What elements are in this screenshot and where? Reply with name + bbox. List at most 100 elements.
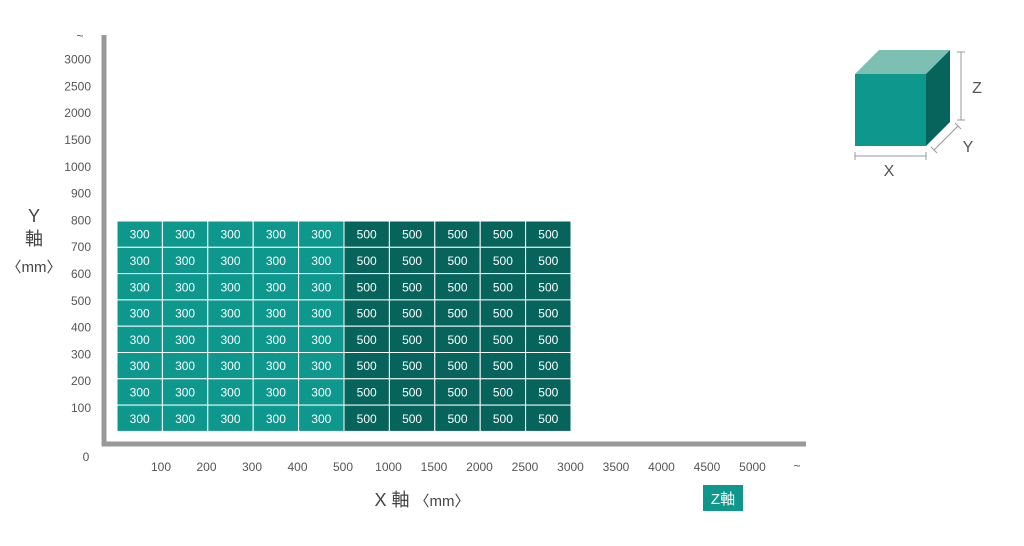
heatmap-cell-label: 500 — [447, 412, 467, 426]
heatmap-cell-label: 500 — [493, 385, 513, 399]
cube-top-face — [855, 50, 950, 74]
heatmap-cell — [388, 246, 436, 275]
heatmap-cell — [479, 352, 527, 380]
heatmap-cell — [434, 404, 481, 432]
heatmap-cell-label: 500 — [402, 280, 422, 294]
x-tick-label: 1000 — [375, 460, 402, 474]
heatmap-cell-label: 500 — [447, 333, 467, 347]
heatmap-cell-label: 500 — [493, 254, 513, 268]
heatmap-cell-label: 500 — [402, 333, 422, 347]
y-tick-label: 100 — [71, 401, 91, 415]
heatmap-cell-label: 300 — [130, 280, 150, 294]
cube-y-dimension-line — [933, 125, 959, 151]
heatmap-cell — [434, 378, 481, 406]
heatmap-cell — [525, 273, 572, 301]
z-axis-badge — [703, 485, 743, 511]
heatmap-cell — [525, 299, 572, 327]
x-tick-label: 300 — [242, 460, 262, 474]
heatmap-cell-label: 500 — [538, 280, 558, 294]
heatmap-cell — [298, 404, 345, 432]
x-tick-label: 100 — [151, 460, 171, 474]
x-tick-label: 4500 — [694, 460, 721, 474]
heatmap-cell-label: 300 — [175, 228, 195, 242]
heatmap-cell — [252, 220, 300, 248]
heatmap-cell — [525, 325, 572, 354]
heatmap-cell — [116, 325, 163, 354]
heatmap-cell — [388, 404, 436, 432]
heatmap-cell — [298, 299, 345, 327]
heatmap-cell-label: 300 — [311, 412, 331, 426]
heatmap-cell-label: 300 — [175, 385, 195, 399]
heatmap-cell — [525, 404, 572, 432]
y-tick-labels: 100 200 300 400 500 600 700 800 900 1000 1500 2000 2… — [64, 29, 91, 415]
heatmap-cell-label: 500 — [447, 359, 467, 373]
x-tick-label: 400 — [287, 460, 307, 474]
heatmap-cell-label: 300 — [130, 333, 150, 347]
heatmap-cell-label: 300 — [175, 333, 195, 347]
heatmap-cell-label: 300 — [220, 254, 240, 268]
heatmap-cell-label: 500 — [402, 254, 422, 268]
y-tick-label: 700 — [71, 240, 91, 254]
heatmap-cell-label: 500 — [538, 359, 558, 373]
heatmap-cell — [298, 352, 345, 380]
heatmap-cell-label: 500 — [493, 280, 513, 294]
heatmap-cell-label: 500 — [402, 228, 422, 242]
heatmap-cell — [343, 325, 390, 354]
heatmap-cell-label: 300 — [266, 385, 286, 399]
heatmap-cell-label: 500 — [357, 385, 377, 399]
heatmap-cell — [116, 273, 163, 301]
heatmap-cell-label: 500 — [538, 254, 558, 268]
heatmap-cell — [161, 273, 209, 301]
y-tick-label: 1000 — [64, 160, 91, 174]
heatmap-cell — [207, 299, 254, 327]
cube-y-label: Y — [963, 139, 974, 156]
heatmap-cell — [388, 352, 436, 380]
cube-side-face — [926, 50, 950, 146]
y-tick-label: 900 — [71, 187, 91, 201]
y-tick-label: 2000 — [64, 106, 91, 120]
heatmap-cell — [525, 378, 572, 406]
cube-y-tick-a — [930, 146, 938, 154]
heatmap-cell-label: 500 — [402, 412, 422, 426]
x-axis-unit: 〈mm〉 — [415, 493, 470, 510]
x-tick-label: 4000 — [648, 460, 675, 474]
heatmap-cell-label: 300 — [266, 307, 286, 321]
heatmap-cell-label: 500 — [538, 412, 558, 426]
heatmap-cell-label: 300 — [175, 254, 195, 268]
y-axis-title: Y — [28, 206, 40, 226]
heatmap-cell-label: 300 — [130, 359, 150, 373]
y-tick-label: 500 — [71, 294, 91, 308]
cube-front-face — [855, 74, 926, 146]
heatmap-cell — [298, 246, 345, 275]
heatmap-cell-label: 300 — [220, 333, 240, 347]
heatmap-cell-label: 300 — [175, 359, 195, 373]
heatmap-cell-label: 300 — [220, 280, 240, 294]
origin-label: 0 — [83, 450, 90, 464]
heatmap-cell-label: 500 — [493, 359, 513, 373]
y-tick-label: 800 — [71, 213, 91, 227]
heatmap-cell-label: 300 — [266, 228, 286, 242]
heatmap-cell-label: 500 — [357, 228, 377, 242]
heatmap-cell — [434, 299, 481, 327]
heatmap-cell — [343, 273, 390, 301]
heatmap-cell-label: 300 — [266, 254, 286, 268]
y-tick-label: ~ — [76, 29, 83, 43]
heatmap-cell-label: 300 — [266, 333, 286, 347]
x-tick-label: 2000 — [466, 460, 493, 474]
heatmap-cell — [343, 299, 390, 327]
heatmap-cell-label: 500 — [447, 307, 467, 321]
heatmap-cell-label: 500 — [402, 385, 422, 399]
cube-x-label: X — [884, 163, 895, 180]
heatmap-cell — [479, 378, 527, 406]
heatmap-cell-label: 300 — [220, 359, 240, 373]
heatmap-cell-label: 300 — [175, 280, 195, 294]
x-tick-label: 3000 — [557, 460, 584, 474]
x-axis-title: X 軸 — [374, 490, 409, 510]
heatmap-cell-label: 500 — [538, 228, 558, 242]
heatmap-cell — [116, 378, 163, 406]
y-axis-unit: 〈mm〉 — [7, 259, 62, 276]
heatmap-cell — [525, 246, 572, 275]
heatmap-cell-label: 300 — [175, 412, 195, 426]
heatmap-cell-label: 500 — [357, 280, 377, 294]
